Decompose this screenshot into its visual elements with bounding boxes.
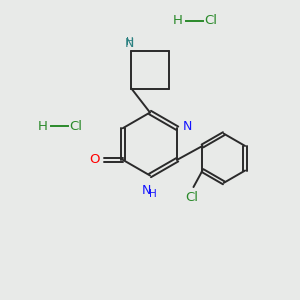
Text: H: H	[173, 14, 183, 28]
Text: H: H	[38, 119, 48, 133]
Text: N: N	[125, 38, 135, 50]
Text: O: O	[90, 153, 100, 166]
Text: H: H	[149, 189, 157, 199]
Text: Cl: Cl	[185, 191, 199, 204]
Text: N: N	[142, 184, 151, 197]
Text: Cl: Cl	[204, 14, 217, 28]
Text: Cl: Cl	[69, 119, 82, 133]
Text: H: H	[126, 37, 134, 47]
Text: N: N	[183, 120, 192, 133]
